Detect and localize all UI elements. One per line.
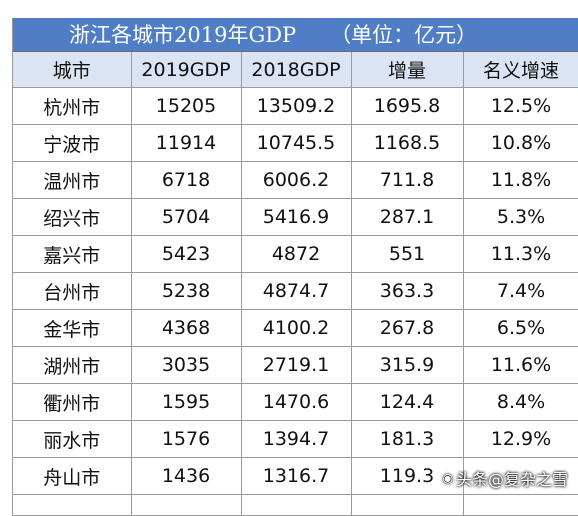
cell-gdp-2018: 4874.7 bbox=[241, 272, 352, 310]
cell-gdp-2019: 6718 bbox=[131, 161, 242, 199]
table-row: 湖州市 3035 2719.1 315.9 11.6% bbox=[13, 346, 578, 384]
cell-city: 丽水市 bbox=[13, 420, 132, 458]
cell-growth-rate: 6.5% bbox=[463, 309, 578, 347]
cell-gdp-2018: 4872 bbox=[241, 235, 352, 273]
cell-gdp-2018: 10745.5 bbox=[241, 124, 352, 162]
table-row: 丽水市 1576 1394.7 181.3 12.9% bbox=[13, 420, 578, 458]
table-row: 衢州市 1595 1470.6 124.4 8.4% bbox=[13, 383, 578, 421]
cell-growth-rate bbox=[463, 457, 578, 495]
cell-gdp-2019: 1595 bbox=[131, 383, 242, 421]
cell-gdp-2019: 5704 bbox=[131, 198, 242, 236]
cell-growth-rate: 11.6% bbox=[463, 346, 578, 384]
table-row: 绍兴市 5704 5416.9 287.1 5.3% bbox=[13, 198, 578, 236]
watermark: ◉ 头条@复杂之雪 bbox=[443, 466, 569, 490]
cell-gdp-2018: 6006.2 bbox=[241, 161, 352, 199]
cell-increase: 124.4 bbox=[351, 383, 464, 421]
table-row: 宁波市 11914 10745.5 1168.5 10.8% bbox=[13, 124, 578, 162]
table-row: 金华市 4368 4100.2 267.8 6.5% bbox=[13, 309, 578, 347]
cell-growth-rate: 8.4% bbox=[463, 383, 578, 421]
cell-gdp-2018: 13509.2 bbox=[241, 87, 352, 125]
table-title-bar: 浙江各城市2019年GDP （单位：亿元） bbox=[13, 18, 578, 52]
cell-gdp-2019: 1436 bbox=[131, 457, 242, 495]
cell-growth-rate: 5.3% bbox=[463, 198, 578, 236]
table-row: 嘉兴市 5423 4872 551 11.3% bbox=[13, 235, 578, 273]
cell-gdp-2018: 2719.1 bbox=[241, 346, 352, 384]
cell-growth-rate: 12.5% bbox=[463, 87, 578, 125]
cell-growth-rate: 10.8% bbox=[463, 124, 578, 162]
cell-growth-rate: 12.9% bbox=[463, 420, 578, 458]
cell-increase: 1695.8 bbox=[351, 87, 464, 125]
cell-city: 舟山市 bbox=[13, 457, 132, 495]
cell-city: 温州市 bbox=[13, 161, 132, 199]
header-growth-rate: 名义增速 bbox=[463, 52, 578, 88]
cell-city: 台州市 bbox=[13, 272, 132, 310]
cell-increase: 315.9 bbox=[351, 346, 464, 384]
header-increase: 增量 bbox=[351, 52, 464, 88]
cell-increase: 119.3 bbox=[351, 457, 464, 495]
table-row: 台州市 5238 4874.7 363.3 7.4% bbox=[13, 272, 578, 310]
cell-increase: 181.3 bbox=[351, 420, 464, 458]
cell-city: 宁波市 bbox=[13, 124, 132, 162]
cell-increase: 363.3 bbox=[351, 272, 464, 310]
cell-gdp-2019: 5423 bbox=[131, 235, 242, 273]
table-row: 杭州市 15205 13509.2 1695.8 12.5% bbox=[13, 87, 578, 125]
cell-city: 杭州市 bbox=[13, 87, 132, 125]
cell-increase: 267.8 bbox=[351, 309, 464, 347]
cell-city: 绍兴市 bbox=[13, 198, 132, 236]
cell-gdp-2018: 1394.7 bbox=[241, 420, 352, 458]
table-row: 舟山市 1436 1316.7 119.3 bbox=[13, 457, 578, 495]
cell-increase: 1168.5 bbox=[351, 124, 464, 162]
cell-gdp-2018: 1470.6 bbox=[241, 383, 352, 421]
cell-growth-rate: 7.4% bbox=[463, 272, 578, 310]
cell-growth-rate: 11.8% bbox=[463, 161, 578, 199]
header-row: 城市 2019GDP 2018GDP 增量 名义增速 bbox=[13, 52, 578, 88]
table-row: 温州市 6718 6006.2 711.8 11.8% bbox=[13, 161, 578, 199]
camera-icon: ◉ bbox=[442, 471, 453, 485]
table-unit: （单位：亿元） bbox=[330, 23, 478, 47]
cell-city: 湖州市 bbox=[13, 346, 132, 384]
cell-growth-rate: 11.3% bbox=[463, 235, 578, 273]
header-gdp-2019: 2019GDP bbox=[131, 52, 242, 88]
cell-increase: 711.8 bbox=[351, 161, 464, 199]
cell-gdp-2019: 1576 bbox=[131, 420, 242, 458]
cell-gdp-2019: 3035 bbox=[131, 346, 242, 384]
cell-increase: 287.1 bbox=[351, 198, 464, 236]
cell-gdp-2019: 11914 bbox=[131, 124, 242, 162]
cell-gdp-2019: 4368 bbox=[131, 309, 242, 347]
header-gdp-2018: 2018GDP bbox=[241, 52, 352, 88]
header-city: 城市 bbox=[13, 52, 132, 88]
cell-gdp-2019: 5238 bbox=[131, 272, 242, 310]
cell-city: 金华市 bbox=[13, 309, 132, 347]
table-body: 杭州市 15205 13509.2 1695.8 12.5% 宁波市 11914 10745.… bbox=[13, 87, 578, 516]
gdp-table: 城市 2019GDP 2018GDP 增量 名义增速 杭州市 15205 13509… bbox=[13, 52, 578, 516]
cell-gdp-2018: 4100.2 bbox=[241, 309, 352, 347]
gdp-spreadsheet: 浙江各城市2019年GDP （单位：亿元） 城市 2019GDP 2018GDP … bbox=[12, 18, 578, 516]
cell-gdp-2019: 15205 bbox=[131, 87, 242, 125]
table-title: 浙江各城市2019年GDP bbox=[69, 23, 297, 47]
cell-increase: 551 bbox=[351, 235, 464, 273]
cell-gdp-2018: 5416.9 bbox=[241, 198, 352, 236]
cell-city: 衢州市 bbox=[13, 383, 132, 421]
watermark-text: 头条@复杂之雪 bbox=[455, 470, 568, 489]
cell-city: 嘉兴市 bbox=[13, 235, 132, 273]
cell-gdp-2018: 1316.7 bbox=[241, 457, 352, 495]
